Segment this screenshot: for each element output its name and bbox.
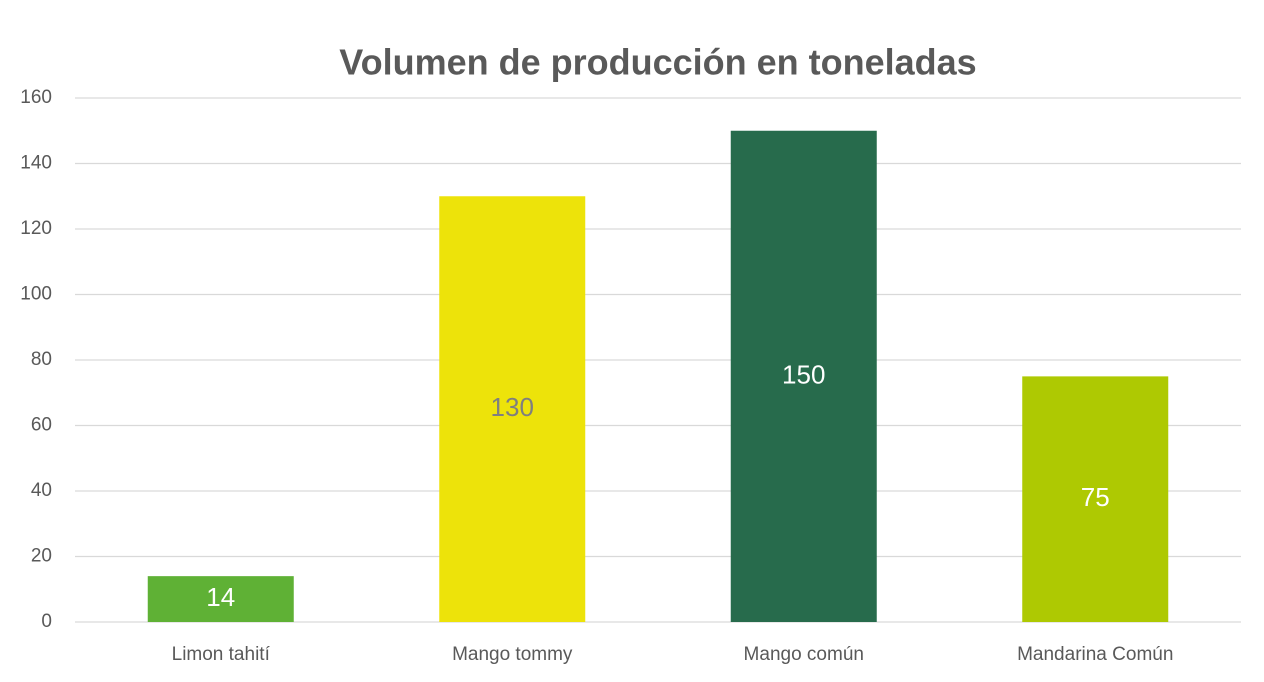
y-tick-label: 140	[20, 153, 52, 174]
y-tick-label: 60	[31, 415, 52, 436]
x-tick-label: Mandarina Común	[1017, 644, 1173, 665]
bar	[439, 196, 586, 622]
x-tick-label: Limon tahití	[172, 644, 271, 665]
chart-title: Volumen de producción en toneladas	[339, 42, 976, 83]
data-label: 14	[206, 582, 235, 612]
data-label: 75	[1081, 482, 1110, 512]
x-tick-label: Mango común	[744, 644, 864, 665]
y-tick-label: 20	[31, 546, 52, 567]
y-tick-label: 160	[20, 87, 52, 108]
bar	[147, 576, 294, 622]
y-tick-label: 80	[31, 349, 52, 370]
bar	[730, 130, 877, 622]
y-tick-label: 100	[20, 284, 52, 305]
y-tick-label: 120	[20, 218, 52, 239]
data-label: 150	[782, 359, 825, 389]
y-tick-label: 0	[41, 611, 52, 632]
bar	[1022, 376, 1169, 622]
y-tick-label: 40	[31, 480, 52, 501]
data-label: 130	[491, 392, 534, 422]
x-tick-label: Mango tommy	[452, 644, 573, 665]
